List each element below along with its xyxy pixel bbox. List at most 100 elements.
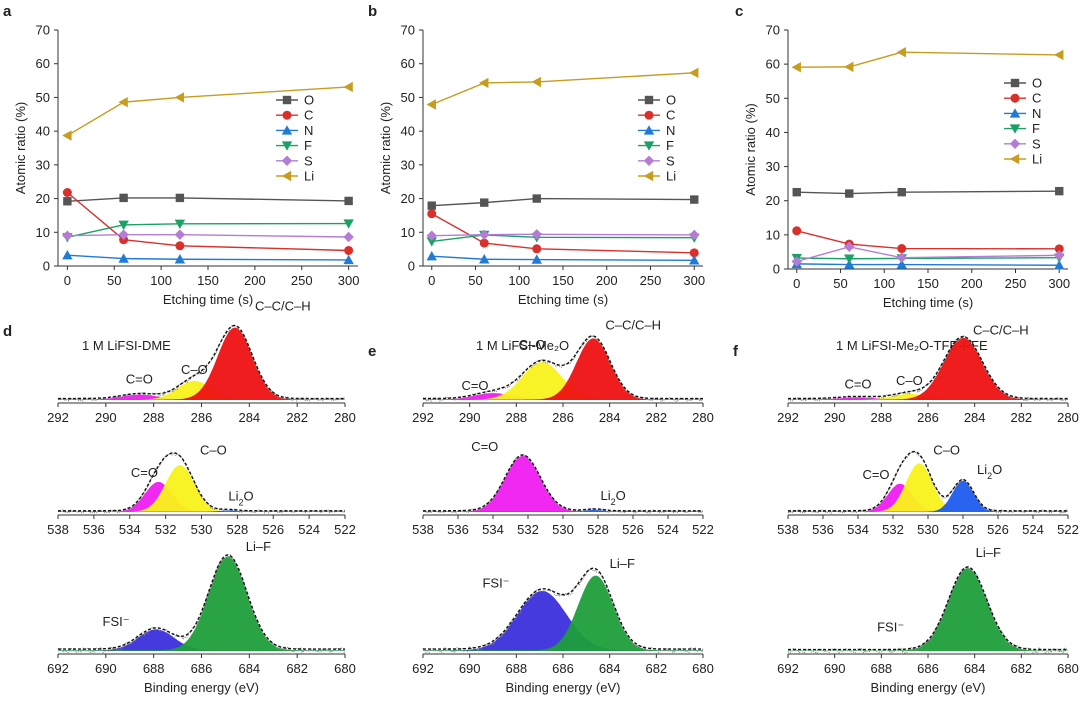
- series-line-Li: [796, 51, 1060, 68]
- fit-envelope: [423, 454, 703, 512]
- legend-label-F: F: [304, 138, 312, 153]
- data-point-N: [896, 259, 907, 269]
- x-tick-label: 200: [244, 273, 266, 288]
- x-axis-label: Binding energy (eV): [506, 680, 621, 695]
- peak-label: C–O: [896, 373, 923, 388]
- label-rest: O: [616, 488, 626, 503]
- data-point-C: [175, 241, 185, 251]
- legend-label-Li: Li: [1032, 152, 1042, 167]
- y-axis-label: Atomic ratio (%): [13, 102, 28, 194]
- data-point-C: [62, 188, 72, 198]
- data-point-F: [118, 220, 129, 231]
- x-tick-label: 200: [961, 276, 983, 291]
- y-tick-label: 60: [36, 56, 50, 71]
- line-chart-a: a 0 10 20 30 40 50 60 70 0 50 100 150 200 250 300 Etchin…: [3, 3, 359, 307]
- fit-envelope: [58, 554, 345, 650]
- data-point-N: [689, 255, 700, 265]
- y-tick-label: 70: [36, 23, 50, 38]
- x-tick-label: 50: [833, 276, 847, 291]
- x-tick-label: 530: [552, 522, 574, 537]
- legend-label-C: C: [1032, 91, 1041, 106]
- x-tick-label: 538: [47, 522, 69, 537]
- data-point-S: [1054, 250, 1065, 261]
- panel-letter-c: c: [735, 3, 743, 20]
- data-point-S: [62, 230, 73, 241]
- data-point-Li: [844, 61, 854, 73]
- x-tick-label: 288: [143, 410, 165, 425]
- data-point-C: [897, 244, 907, 254]
- peak-label: FSI⁻: [877, 620, 904, 635]
- legend-label-O: O: [666, 93, 676, 108]
- legend-marker-O: [282, 95, 292, 105]
- x-tick-label: 680: [1057, 661, 1079, 676]
- legend-marker-F: [281, 141, 293, 151]
- data-point-N: [118, 253, 129, 263]
- series-line-S: [796, 246, 1060, 263]
- legend-marker-Li: [1009, 153, 1020, 165]
- x-tick-label: 536: [447, 522, 469, 537]
- legend-marker-N: [281, 125, 293, 135]
- fit-envelope: [58, 324, 345, 400]
- x-tick-label: 536: [812, 522, 834, 537]
- data-point-Li: [896, 46, 906, 58]
- series-line-C: [796, 230, 1060, 250]
- peak-label: C=O: [862, 467, 889, 482]
- x-tick-label: 682: [645, 661, 667, 676]
- data-point-Li: [118, 96, 128, 108]
- x-tick-label: 288: [870, 410, 892, 425]
- data-point-F: [426, 237, 437, 247]
- line-chart-b: b 0 10 20 30 40 50 60 70 0 50 100 150 200 250 300 Etchin…: [368, 3, 705, 307]
- x-tick-label: 530: [191, 522, 213, 537]
- data-point-S: [118, 229, 129, 240]
- data-point-O: [845, 189, 854, 198]
- x-tick-label: 528: [227, 522, 249, 537]
- data-point-O: [690, 195, 699, 204]
- data-point-N: [62, 250, 73, 260]
- series-line-O: [796, 190, 1060, 195]
- y-tick-label: 30: [36, 157, 50, 172]
- x-tick-label: 100: [873, 276, 895, 291]
- x-tick-label: 688: [870, 661, 892, 676]
- y-tick-label: 70: [766, 23, 780, 38]
- peak-fill-green: [788, 568, 1068, 651]
- legend-label-S: S: [666, 153, 675, 168]
- x-tick-label: 530: [917, 522, 939, 537]
- legend-marker-S: [1009, 138, 1021, 149]
- data-point-O: [344, 196, 353, 206]
- data-point-O: [792, 187, 801, 197]
- legend-marker-N: [1009, 108, 1021, 118]
- x-tick-label: 534: [119, 522, 141, 537]
- panel-letter-d: d: [3, 323, 12, 340]
- peak-label: C=O: [461, 378, 488, 393]
- x-tick-label: 0: [793, 276, 800, 291]
- peak-label: Li2O: [228, 489, 253, 508]
- raw-data-trace: [57, 452, 346, 514]
- x-tick-label: 686: [917, 661, 939, 676]
- legend-marker-F: [643, 141, 655, 151]
- x-tick-label: 250: [1005, 276, 1027, 291]
- x-tick-label: 528: [587, 522, 609, 537]
- line-chart-c: c 0 10 20 30 40 50 60 70 0 50 100 150 200 250 300 Etchin…: [735, 3, 1070, 310]
- legend-label-C: C: [666, 108, 675, 123]
- panel-letter-b: b: [368, 3, 377, 20]
- peak-label: Li–F: [246, 539, 271, 554]
- raw-data-trace: [422, 334, 704, 403]
- x-tick-label: 100: [150, 273, 172, 288]
- x-tick-label: 292: [777, 410, 799, 425]
- x-tick-label: 150: [197, 273, 219, 288]
- peak-fill-blue: [58, 510, 345, 512]
- x-tick-label: 50: [468, 273, 482, 288]
- data-point-O: [480, 198, 489, 207]
- data-point-C: [792, 226, 802, 236]
- peak-label: C=O: [131, 465, 158, 480]
- y-tick-label: 0: [43, 259, 50, 274]
- legend-marker-S: [643, 155, 655, 166]
- x-tick-label: 534: [847, 522, 869, 537]
- fit-envelope: [788, 566, 1068, 651]
- data-point-N: [426, 251, 437, 261]
- series-line-C: [66, 191, 349, 252]
